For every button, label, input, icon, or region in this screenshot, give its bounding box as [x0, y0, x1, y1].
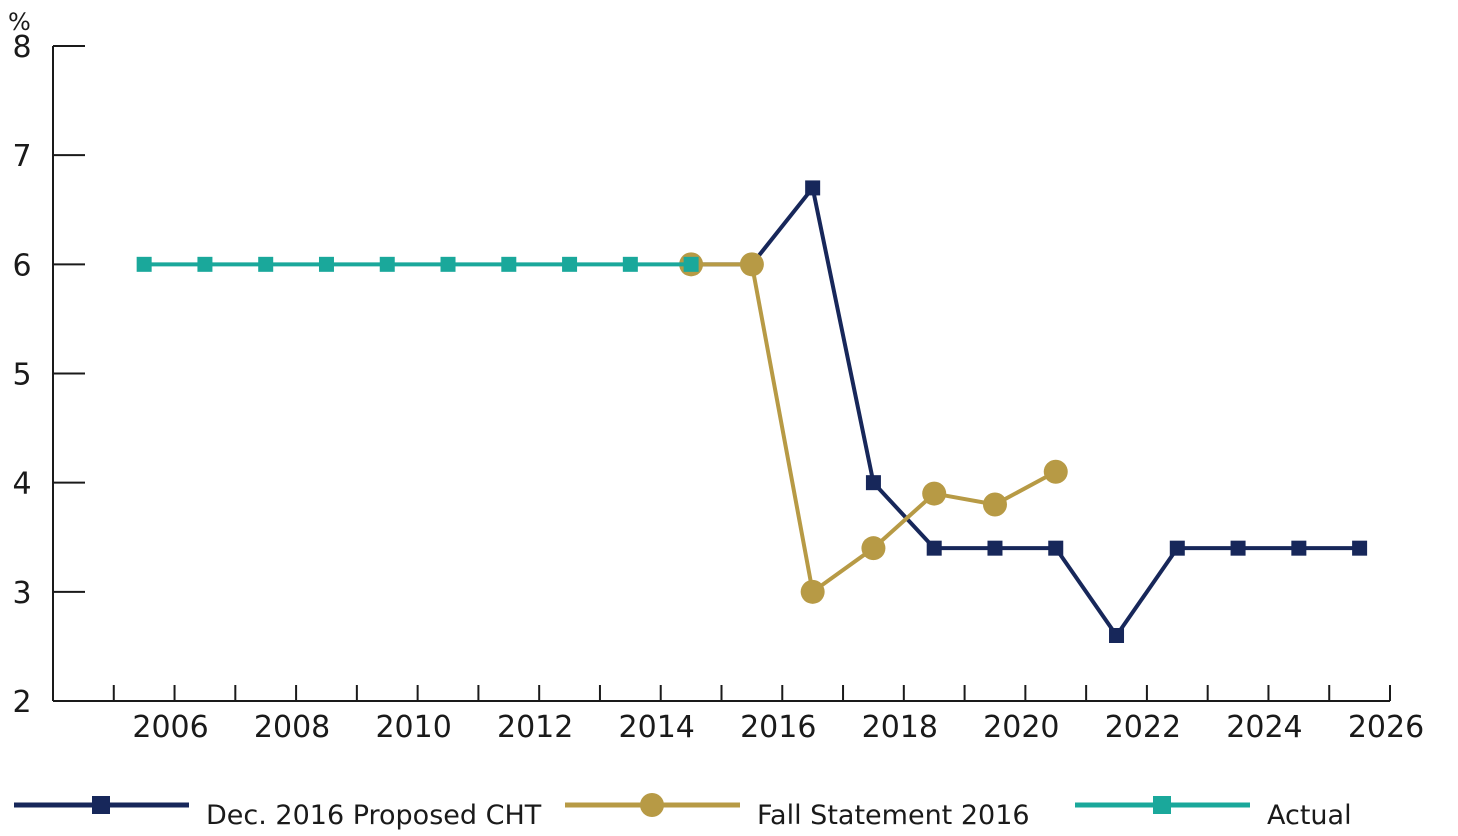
x-tick-label: 2026 [1348, 710, 1424, 745]
x-tick-label: 2018 [862, 710, 938, 745]
data-point [683, 256, 699, 272]
x-tick-label: 2016 [740, 710, 816, 745]
data-point [1169, 540, 1185, 556]
data-point [739, 252, 764, 277]
data-point [501, 256, 517, 272]
x-tick-label: 2006 [132, 710, 208, 745]
series-layer [136, 180, 1368, 643]
x-tick-label: 2020 [983, 710, 1059, 745]
x-tick-label: 2024 [1226, 710, 1302, 745]
axes: 2 3 4 5 6 7 8 2006 2008 2010 2012 2014 2016 2018 2020 2… [12, 30, 1424, 745]
data-point [1043, 459, 1068, 484]
data-point [440, 256, 456, 272]
line-chart: 2 3 4 5 6 7 8 2006 2008 2010 2012 2014 2016 2018 2020 2… [8, 8, 1424, 745]
x-tick-label: 2008 [254, 710, 330, 745]
y-tick-label: 7 [12, 139, 31, 174]
y-tick-label: 2 [12, 685, 31, 720]
data-point [861, 536, 886, 561]
x-tick-label: 2014 [619, 710, 695, 745]
legend-swatch-square-teal [1075, 796, 1250, 814]
legend: Dec. 2016 Proposed CHT Fall Statement 20… [0, 770, 1458, 836]
data-point [136, 256, 152, 272]
data-point [197, 256, 213, 272]
data-point [258, 256, 274, 272]
legend-label: Actual [1267, 800, 1352, 831]
legend-swatch-circle-gold [565, 793, 740, 817]
data-point [318, 256, 334, 272]
y-tick-label: 5 [12, 358, 31, 393]
data-point [1352, 540, 1368, 556]
legend-label: Fall Statement 2016 [757, 800, 1030, 831]
y-axis-unit-label: % [8, 8, 31, 36]
legend-label: Dec. 2016 Proposed CHT [206, 800, 542, 831]
series-line [691, 183, 1360, 640]
data-point [800, 579, 825, 604]
y-tick-label: 3 [12, 576, 31, 611]
data-point [865, 475, 881, 491]
y-tick-label: 8 [12, 30, 31, 65]
y-tick-label: 6 [12, 248, 31, 283]
series-1 [679, 252, 1068, 604]
data-point [926, 540, 942, 556]
data-point [1048, 540, 1064, 556]
x-tick-label: 2012 [497, 710, 573, 745]
series-2 [136, 256, 699, 272]
data-point [987, 540, 1003, 556]
data-point [1291, 540, 1307, 556]
data-point [1230, 540, 1246, 556]
data-point [379, 256, 395, 272]
x-tick-label: 2010 [375, 710, 451, 745]
data-point [982, 492, 1007, 517]
x-tick-label: 2022 [1105, 710, 1181, 745]
data-point [562, 256, 578, 272]
data-point [805, 180, 821, 196]
data-point [1109, 628, 1125, 643]
y-tick-label: 4 [12, 467, 31, 502]
series-0 [683, 180, 1368, 643]
legend-swatch-square-navy [14, 796, 189, 814]
data-point [622, 256, 638, 272]
data-point [922, 481, 947, 506]
